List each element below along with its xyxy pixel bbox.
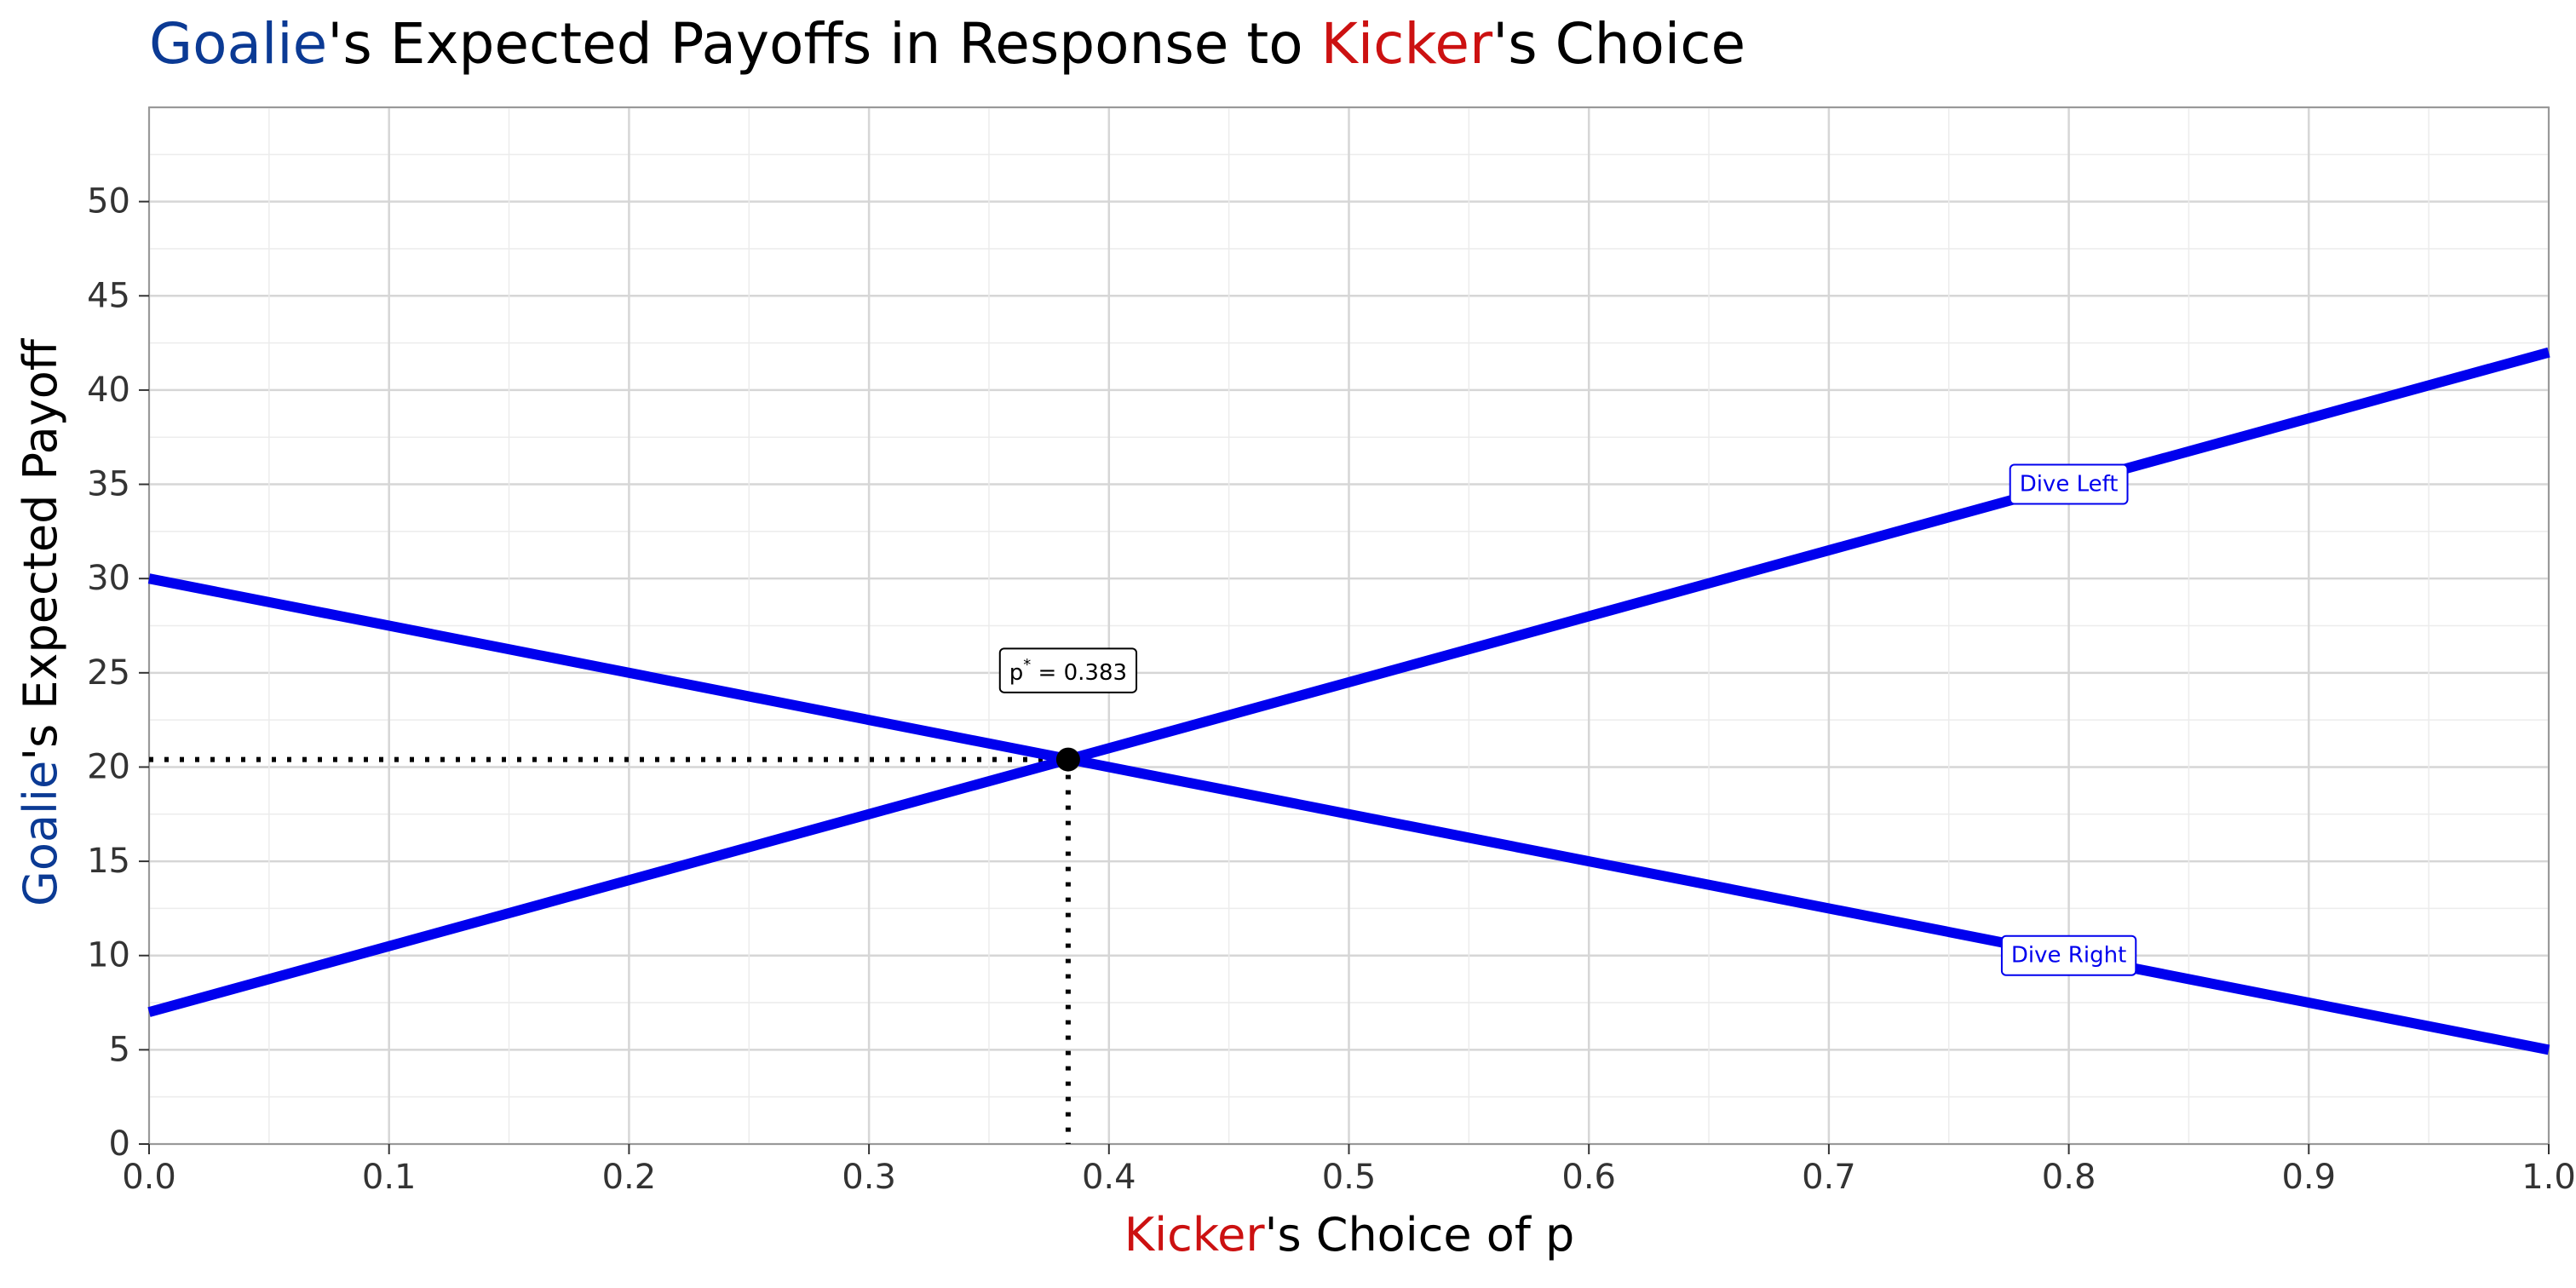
title-part-0: Goalie [149, 11, 327, 77]
series-line-dive-left [147, 347, 2550, 1017]
x-tick-label: 0.3 [842, 1158, 896, 1197]
equilibrium-label-value: = 0.383 [1031, 660, 1127, 686]
x-tick-label: 0.8 [2042, 1158, 2096, 1197]
equilibrium-marker [1055, 747, 1080, 772]
equilibrium-label-box [998, 647, 1138, 693]
grid [147, 106, 2550, 1146]
x-tick-label: 0.4 [1082, 1158, 1136, 1197]
x-axis-title: Kicker's Choice of p [1124, 1208, 1575, 1262]
equilibrium-label-text: p* = 0.383 [1009, 655, 1127, 686]
x-tick-label: 0.1 [362, 1158, 417, 1197]
y-tick-label: 20 [87, 747, 130, 786]
x-tick-label: 0.9 [2281, 1158, 2336, 1197]
label-dive-right-text: Dive Right [2011, 943, 2126, 969]
equilibrium-point [1055, 747, 1080, 772]
x-tick-label: 0.6 [1561, 1158, 1616, 1197]
x-tick-label: 1.0 [2521, 1158, 2576, 1197]
chart-title: Goalie's Expected Payoffs in Response to… [149, 11, 1745, 77]
title-part-0: Kicker [1124, 1208, 1266, 1262]
title-part-1: 's Expected Payoff [14, 337, 67, 760]
title-part-1: 's Choice of p [1265, 1208, 1575, 1262]
x-tick-label: 0.7 [1802, 1158, 1856, 1197]
equilibrium-reference-lines [149, 756, 1071, 1144]
axis-ticks: 0.0 0.1 0.2 0.3 0.4 0.5 0.6 0.7 0.8 0.9 1.0 0 5 10 15 2… [87, 182, 2576, 1197]
y-tick-label: 40 [87, 371, 130, 410]
label-dive-left-text: Dive Left [2020, 472, 2119, 497]
title-part-2: Kicker [1321, 11, 1493, 77]
y-tick-label: 5 [109, 1030, 130, 1069]
y-tick-label: 25 [87, 653, 130, 693]
equilibrium-label-star: * [1023, 655, 1031, 673]
label-dive-right: Dive Right [2000, 934, 2137, 976]
series-line-dive-right [147, 573, 2550, 1055]
x-tick-label: 0.2 [602, 1158, 657, 1197]
title-part-0: Goalie [14, 761, 67, 906]
title-part-3: 's Choice [1492, 11, 1745, 77]
y-tick-label: 10 [87, 936, 130, 975]
label-dive-left: Dive Left [2009, 463, 2129, 505]
equilibrium-label-p: p [1009, 660, 1024, 686]
label-dive-right-box [2000, 934, 2137, 976]
y-tick-label: 35 [87, 465, 130, 504]
y-tick-label: 50 [87, 182, 130, 221]
label-dive-left-box [2009, 463, 2129, 505]
equilibrium-label: p* = 0.383 [998, 647, 1138, 693]
y-axis-title: Goalie's Expected Payoff [14, 337, 67, 906]
y-tick-label: 15 [87, 842, 130, 881]
y-tick-label: 45 [87, 276, 130, 315]
y-tick-label: 0 [109, 1124, 130, 1164]
series-lines [147, 347, 2550, 1055]
title-part-1: 's Expected Payoffs in Response to [327, 11, 1320, 77]
line-labels: Dive Left Dive Right p* = 0.383 [998, 463, 2137, 976]
x-tick-label: 0.0 [122, 1158, 176, 1197]
x-tick-label: 0.5 [1322, 1158, 1377, 1197]
y-tick-label: 30 [87, 559, 130, 598]
